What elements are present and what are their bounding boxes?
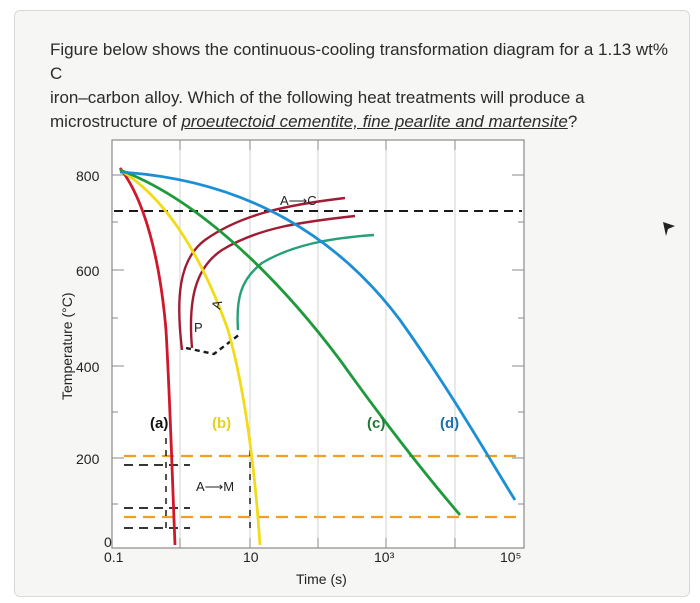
y-tick-label: 400 [76,359,100,375]
y-axis-label: Temperature (°C) [59,292,75,400]
cementite-start-curve [178,196,346,351]
cooling-curve-d [119,170,517,501]
y-tick-label: 800 [76,168,100,184]
x-tick-label: 0.1 [104,549,124,565]
question-line-3-prefix: microstructure of [50,112,182,131]
right-tick-marks [512,174,524,505]
x-tick-label: 10 [243,549,259,565]
x-tick-label: 10⁵ [500,549,521,565]
curve-label-c: (c) [367,415,385,432]
y-tick-label: 0 [104,534,112,550]
grid-vertical [179,140,456,548]
pearlite-start-curve [189,214,356,349]
x-axis-label: Time (s) [296,571,347,587]
pearlite-finish-curve [236,233,375,331]
x-tick-label: 10³ [374,549,395,565]
question-line-2: iron–carbon alloy. Which of the followin… [50,88,585,107]
question-emphasis: proeutectoid cementite, fine pearlite an… [181,112,568,131]
question-line-3-suffix: ? [567,112,578,131]
mouse-cursor-icon [663,222,675,236]
question-line-3: microstructure of proeutectoid cementite… [50,110,670,134]
y-tick-label: 600 [76,263,100,279]
region-label-pearlite: P [194,320,203,335]
curve-label-d: (d) [440,415,459,432]
curve-label-b: (b) [212,415,231,432]
pearlite-finish-dashed [185,333,241,356]
y-tick-marks [112,174,124,505]
y-tick-label: 200 [76,451,100,467]
cooling-curve-b [119,168,262,546]
question-line-1: Figure below shows the continuous-coolin… [50,40,668,83]
region-label-a-to-m: A⟶M [196,479,234,494]
cooling-curve-c [119,168,462,516]
region-label-a-to-c: A⟶C [280,193,317,208]
cooling-curve-a [118,167,177,546]
question-text: Figure below shows the continuous-coolin… [50,38,670,134]
region-label-austenite: A [208,298,225,311]
x-tick-marks [179,140,456,548]
curve-label-a: (a) [150,415,168,432]
